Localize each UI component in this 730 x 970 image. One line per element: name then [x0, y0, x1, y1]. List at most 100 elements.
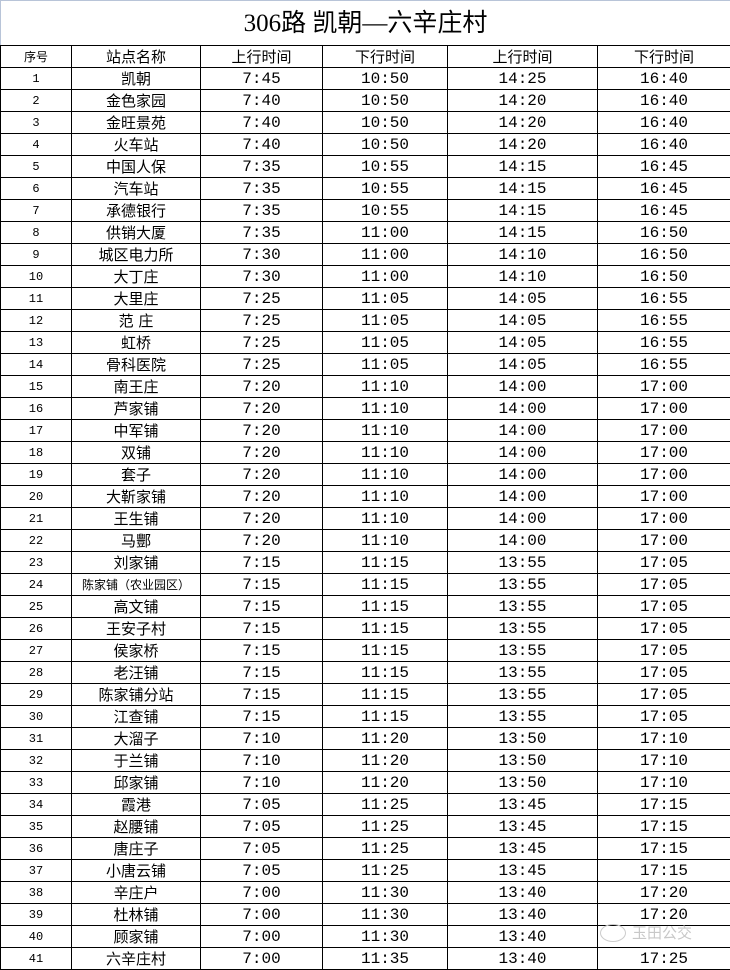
down-time-1: 10:55	[323, 178, 448, 200]
down-time-2: 16:50	[598, 222, 730, 244]
header-station: 站点名称	[72, 46, 201, 68]
down-time-2: 16:55	[598, 288, 730, 310]
row-index: 13	[1, 332, 72, 354]
row-index: 23	[1, 552, 72, 574]
up-time-2: 13:55	[448, 662, 598, 684]
up-time-2: 14:25	[448, 68, 598, 90]
station-name: 赵腰铺	[72, 816, 201, 838]
up-time-2: 14:05	[448, 288, 598, 310]
station-name: 汽车站	[72, 178, 201, 200]
down-time-2: 17:00	[598, 464, 730, 486]
up-time-2: 13:45	[448, 860, 598, 882]
up-time-1: 7:10	[201, 750, 323, 772]
down-time-2: 17:00	[598, 442, 730, 464]
up-time-1: 7:05	[201, 816, 323, 838]
up-time-2: 14:00	[448, 420, 598, 442]
station-name: 大溜子	[72, 728, 201, 750]
station-name: 于兰铺	[72, 750, 201, 772]
up-time-2: 14:00	[448, 486, 598, 508]
up-time-1: 7:05	[201, 794, 323, 816]
down-time-1: 11:15	[323, 684, 448, 706]
down-time-1: 11:00	[323, 222, 448, 244]
down-time-2: 17:10	[598, 728, 730, 750]
row-index: 3	[1, 112, 72, 134]
down-time-1: 11:10	[323, 530, 448, 552]
down-time-1: 11:25	[323, 794, 448, 816]
station-name: 王生铺	[72, 508, 201, 530]
station-name: 霞港	[72, 794, 201, 816]
row-index: 4	[1, 134, 72, 156]
down-time-2: 17:10	[598, 772, 730, 794]
down-time-2: 16:50	[598, 266, 730, 288]
station-name: 杜林铺	[72, 904, 201, 926]
row-index: 27	[1, 640, 72, 662]
row-index: 25	[1, 596, 72, 618]
up-time-2: 13:45	[448, 794, 598, 816]
station-name: 侯家桥	[72, 640, 201, 662]
station-name: 陈家铺（农业园区）	[72, 574, 201, 596]
row-index: 34	[1, 794, 72, 816]
down-time-1: 11:05	[323, 310, 448, 332]
station-name: 范 庄	[72, 310, 201, 332]
up-time-2: 13:55	[448, 574, 598, 596]
down-time-1: 10:50	[323, 90, 448, 112]
up-time-2: 14:20	[448, 112, 598, 134]
row-index: 24	[1, 574, 72, 596]
up-time-2: 13:50	[448, 772, 598, 794]
station-name: 老汪铺	[72, 662, 201, 684]
down-time-2: 17:10	[598, 750, 730, 772]
up-time-1: 7:05	[201, 860, 323, 882]
down-time-2: 17:05	[598, 552, 730, 574]
up-time-1: 7:30	[201, 244, 323, 266]
up-time-1: 7:10	[201, 772, 323, 794]
row-index: 5	[1, 156, 72, 178]
up-time-2: 14:20	[448, 90, 598, 112]
row-index: 40	[1, 926, 72, 948]
station-name: 城区电力所	[72, 244, 201, 266]
down-time-2: 17:05	[598, 618, 730, 640]
station-name: 芦家铺	[72, 398, 201, 420]
row-index: 41	[1, 948, 72, 970]
station-name: 马酆	[72, 530, 201, 552]
up-time-1: 7:20	[201, 398, 323, 420]
down-time-1: 11:00	[323, 266, 448, 288]
up-time-1: 7:20	[201, 464, 323, 486]
down-time-2: 16:40	[598, 68, 730, 90]
up-time-2: 14:00	[448, 442, 598, 464]
down-time-2: 16:40	[598, 134, 730, 156]
up-time-2: 13:55	[448, 618, 598, 640]
down-time-2: 17:05	[598, 706, 730, 728]
up-time-1: 7:15	[201, 684, 323, 706]
down-time-1: 10:55	[323, 156, 448, 178]
up-time-1: 7:00	[201, 926, 323, 948]
row-index: 38	[1, 882, 72, 904]
down-time-2: 17:00	[598, 420, 730, 442]
down-time-1: 11:10	[323, 376, 448, 398]
up-time-1: 7:35	[201, 156, 323, 178]
row-index: 28	[1, 662, 72, 684]
header-down-time-2: 下行时间	[598, 46, 730, 68]
down-time-2: 17:25	[598, 948, 730, 970]
down-time-2: 17:00	[598, 398, 730, 420]
down-time-1: 11:30	[323, 926, 448, 948]
up-time-1: 7:30	[201, 266, 323, 288]
up-time-2: 14:05	[448, 354, 598, 376]
row-index: 16	[1, 398, 72, 420]
up-time-1: 7:15	[201, 706, 323, 728]
station-name: 骨科医院	[72, 354, 201, 376]
